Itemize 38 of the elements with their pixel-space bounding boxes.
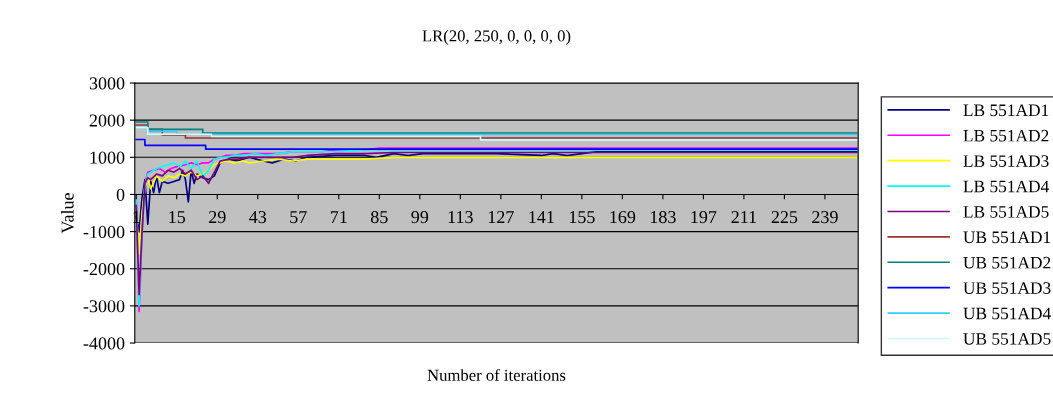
legend-label: UB 551AD3 [963, 282, 1051, 294]
x-tick-label: 225 [771, 211, 798, 224]
legend-label: UB 551AD4 [963, 307, 1051, 320]
y-tick-label: 3000 [89, 77, 125, 90]
x-tick-label: 71 [330, 211, 347, 223]
legend-label: LB 551AD2 [963, 129, 1049, 142]
x-tick-label: 85 [370, 210, 388, 224]
x-tick-label: 99 [411, 211, 429, 224]
x-tick-label: 29 [209, 211, 226, 224]
x-tick-label: 15 [169, 211, 186, 224]
legend-label: UB 551AD2 [963, 256, 1051, 269]
y-tick-label: -3000 [83, 300, 125, 313]
x-tick-label: 141 [529, 211, 554, 223]
y-tick-label: 0 [116, 188, 125, 201]
y-tick-label: -1000 [83, 225, 125, 239]
legend-label: UB 551AD5 [963, 333, 1051, 345]
x-tick-label: 57 [290, 211, 307, 224]
x-tick-label: 169 [610, 211, 636, 224]
y-tick-label: 2000 [89, 114, 125, 127]
x-tick-label: 211 [731, 211, 757, 223]
y-tick-label: 1000 [90, 151, 125, 164]
legend-label: UB 551AD1 [963, 231, 1051, 244]
x-tick-label: 239 [812, 211, 838, 224]
x-tick-label: 183 [650, 210, 676, 224]
y-tick-label: -2000 [83, 263, 125, 276]
legend-label: LB 551AD3 [963, 155, 1049, 167]
x-tick-label: 113 [448, 211, 473, 224]
x-tick-label: 43 [249, 211, 267, 224]
legend-label: LB 551AD1 [963, 104, 1049, 117]
x-tick-label: 155 [569, 211, 595, 224]
x-tick-label: 197 [691, 211, 717, 224]
legend-label: LB 551AD5 [963, 206, 1049, 218]
y-axis-title: Value [61, 193, 74, 234]
chart-title: LR(20, 250, 0, 0, 0, 0) [422, 29, 571, 45]
legend-label: LB 551AD4 [963, 180, 1049, 193]
y-tick-label: -4000 [83, 337, 125, 350]
x-tick-label: 127 [488, 211, 514, 223]
x-axis-title: Number of iterations [427, 368, 566, 381]
